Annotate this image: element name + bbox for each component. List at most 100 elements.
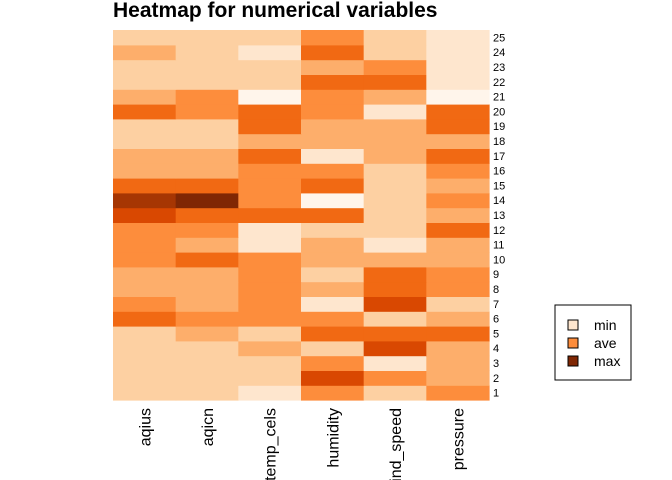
heatmap-cell [363,133,427,149]
heatmap-cell [363,44,427,61]
heatmap-cell [175,222,239,238]
heatmap-cell [238,30,302,46]
heatmap-cell [175,326,239,342]
heatmap-cell [238,148,302,164]
legend-label: min [594,317,617,333]
heatmap-cell [426,340,490,357]
heatmap-cell [175,148,239,164]
heatmap-cell [175,104,239,120]
heatmap-cell [238,326,302,342]
heatmap-cell [113,192,177,209]
heatmap-cell [301,148,365,164]
row-label: 1 [493,388,499,400]
heatmap-cell [363,311,427,327]
heatmap-cell [426,178,490,194]
heatmap-cell [113,385,177,401]
row-label: 2 [493,373,499,385]
heatmap-cell [363,74,427,90]
heatmap-cell [426,192,490,209]
heatmap-cell [113,133,177,149]
heatmap-cell [238,311,302,327]
heatmap-cell [426,326,490,342]
row-label: 18 [493,136,505,148]
heatmap-cell [175,252,239,268]
heatmap-cell [426,311,490,327]
heatmap-cell [238,237,302,253]
heatmap-cell [426,44,490,61]
heatmap-cell [175,207,239,223]
heatmap-cell [363,148,427,164]
heatmap-cell [301,311,365,327]
heatmap-cell [301,133,365,149]
legend-label: max [594,353,620,369]
heatmap-cell [426,296,490,312]
heatmap-cell [175,296,239,312]
heatmap-cell [363,192,427,209]
heatmap-cell [363,118,427,135]
column-label: pressure [451,408,468,470]
legend-label: ave [594,335,617,351]
heatmap-cell [238,74,302,90]
heatmap-cell [113,326,177,342]
row-labels: 1234567891011121314151617181920212223242… [493,32,505,399]
row-label: 5 [493,328,499,340]
heatmap-cell [113,355,177,371]
heatmap-cell [363,207,427,223]
heatmap-cell [426,385,490,401]
heatmap-cell [175,178,239,194]
heatmap-cell [113,118,177,135]
heatmap-cell [113,311,177,327]
heatmap-cell [301,252,365,268]
column-label: humidity [325,408,342,468]
heatmap-cell [238,178,302,194]
heatmap-cell [363,266,427,283]
heatmap-cell [426,237,490,253]
heatmap-cell [113,252,177,268]
heatmap-cell [113,266,177,283]
column-label: wind_speed [388,408,405,480]
heatmap-cell [238,222,302,238]
heatmap-cell [238,296,302,312]
heatmap-cell [301,222,365,238]
heatmap-cell [238,252,302,268]
heatmap-cell [426,59,490,75]
heatmap-cell [301,207,365,223]
heatmap-cell [175,74,239,90]
heatmap-cell [301,74,365,90]
heatmap-cell [363,237,427,253]
heatmap-cell [113,340,177,357]
heatmap-cell [426,148,490,164]
heatmap-cell [113,30,177,46]
chart-title: Heatmap for numerical variables [113,0,437,22]
heatmap-cell [175,133,239,149]
legend: min ave max [554,304,632,381]
heatmap-cell [175,370,239,386]
row-label: 16 [493,166,505,178]
heatmap-cell [113,281,177,297]
row-label: 21 [493,92,505,104]
heatmap-cell [113,370,177,386]
heatmap-cell [113,89,177,105]
heatmap-cell [363,385,427,401]
row-label: 22 [493,77,505,89]
row-label: 3 [493,358,499,370]
heatmap-cell [175,89,239,105]
heatmap-cell [301,89,365,105]
heatmap-cell [113,178,177,194]
row-label: 11 [493,240,504,252]
heatmap-cell [175,163,239,179]
row-label: 23 [493,62,505,74]
heatmap-cell [363,281,427,297]
row-label: 14 [493,195,505,207]
heatmap-cell [363,252,427,268]
heatmap-cell [175,59,239,75]
heatmap-cell [426,104,490,120]
heatmap-cell [175,44,239,61]
heatmap-cell [301,163,365,179]
row-label: 15 [493,180,505,192]
heatmap-cell [426,266,490,283]
heatmap-cell [363,370,427,386]
heatmap-cell [238,44,302,61]
legend-swatch [567,337,579,349]
heatmap-cell [301,118,365,135]
